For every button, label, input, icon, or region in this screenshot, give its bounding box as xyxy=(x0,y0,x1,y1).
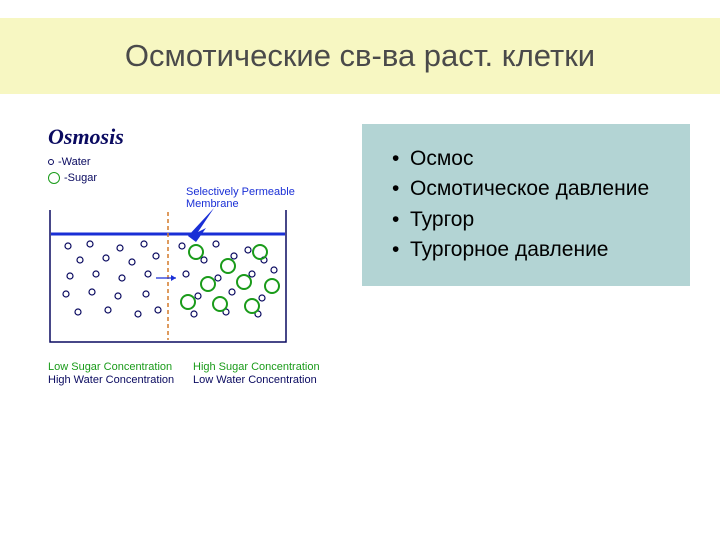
bullet-item: Тургорное давление xyxy=(392,235,672,265)
legend-sugar: -Sugar xyxy=(48,172,338,184)
tank-svg xyxy=(48,202,288,352)
bullet-item: Осмос xyxy=(392,144,672,174)
content-row: Osmosis -Water -Sugar Selectively Permea… xyxy=(0,94,720,387)
caption-right-bottom: Low Water Concentration xyxy=(193,374,338,387)
diagram-title: Osmosis xyxy=(48,124,338,150)
legend: -Water -Sugar xyxy=(48,156,338,184)
right-panel: ОсмосОсмотическое давлениеТургорТургорно… xyxy=(362,124,690,387)
legend-sugar-label: -Sugar xyxy=(64,172,97,184)
bullet-item: Тургор xyxy=(392,205,672,235)
caption-left-bottom: High Water Concentration xyxy=(48,374,193,387)
bullet-item: Осмотическое давление xyxy=(392,174,672,204)
page-title: Осмотические св-ва раст. клетки xyxy=(40,38,680,74)
bullet-list: ОсмосОсмотическое давлениеТургорТургорно… xyxy=(392,144,672,266)
osmosis-diagram: Osmosis -Water -Sugar Selectively Permea… xyxy=(48,124,338,387)
membrane-label: Selectively Permeable Membrane xyxy=(186,186,338,210)
water-circle-icon xyxy=(48,159,54,165)
caption-row-top: Low Sugar Concentration High Sugar Conce… xyxy=(48,361,338,374)
caption-right-top: High Sugar Concentration xyxy=(193,361,338,374)
caption-row-bottom: High Water Concentration Low Water Conce… xyxy=(48,374,338,387)
sugar-circle-icon xyxy=(48,172,60,184)
legend-water-label: -Water xyxy=(58,156,91,168)
legend-water: -Water xyxy=(48,156,338,168)
bullet-list-box: ОсмосОсмотическое давлениеТургорТургорно… xyxy=(362,124,690,286)
caption-left-top: Low Sugar Concentration xyxy=(48,361,193,374)
title-bar: Осмотические св-ва раст. клетки xyxy=(0,18,720,94)
